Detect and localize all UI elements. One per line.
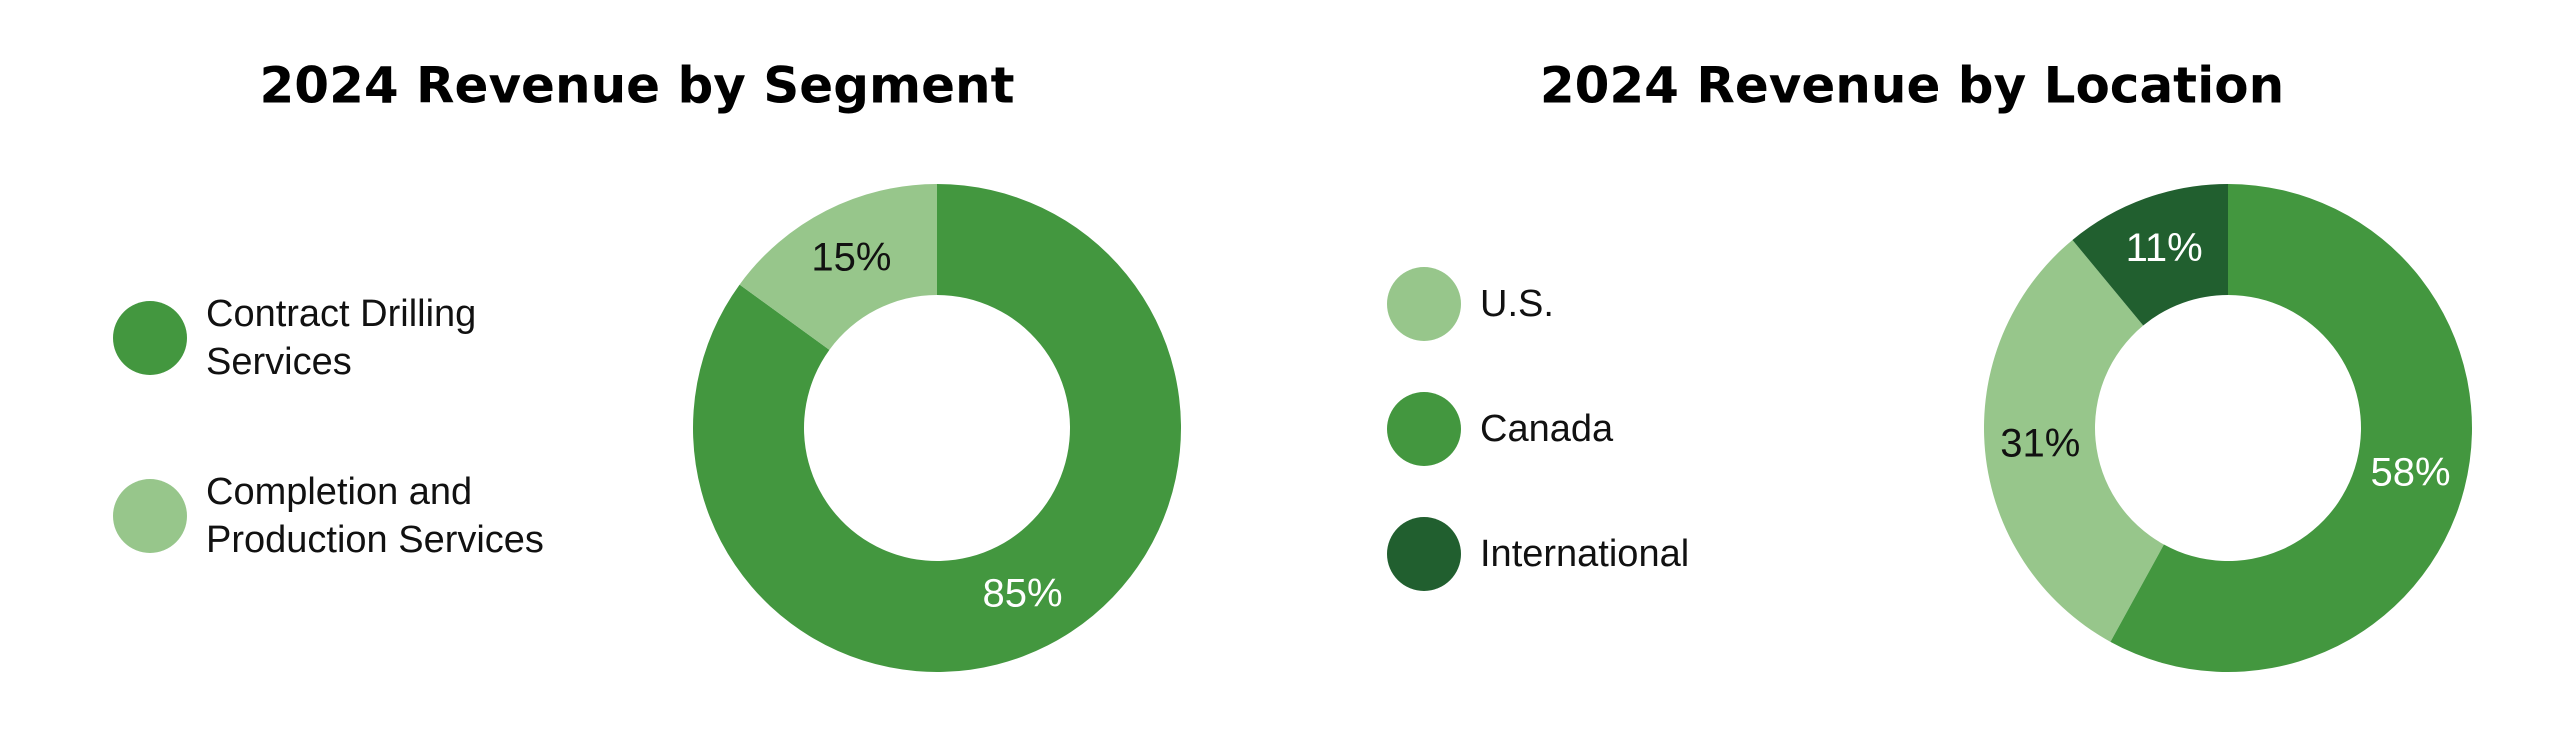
slice-label: 31%	[2000, 421, 2080, 465]
slice-label: 15%	[811, 236, 891, 280]
donut-slice	[2110, 184, 2472, 672]
legend-label: Contract Drilling Services	[206, 293, 477, 383]
legend-swatch	[1387, 392, 1461, 466]
legend-swatch	[1387, 267, 1461, 341]
legend: Contract Drilling Services Completion and…	[113, 290, 626, 564]
legend: U.S. Canada International	[1387, 267, 1900, 591]
legend-item: Completion and Production Services	[113, 468, 626, 564]
donut-slice	[2072, 184, 2228, 326]
legend-label: Canada	[1480, 408, 1614, 450]
slice-label: 11%	[2126, 226, 2203, 270]
donut-slice	[692, 184, 1181, 672]
legend-swatch	[1387, 517, 1461, 591]
legend-label: Completion and Production Services	[206, 471, 544, 561]
legend-swatch	[113, 479, 187, 553]
legend-label: U.S.	[1480, 283, 1554, 325]
legend-label: International	[1480, 533, 1690, 575]
legend-item: Contract Drilling Services	[113, 290, 626, 386]
legend-item: International	[1387, 517, 1900, 591]
chart-title: 2024 Revenue by Segment	[259, 57, 1014, 115]
legend-item: Canada	[1387, 392, 1900, 466]
chart-title: 2024 Revenue by Location	[1540, 57, 2284, 115]
donut-slice	[739, 184, 937, 350]
legend-item: U.S.	[1387, 267, 1900, 341]
slice-label: 85%	[983, 572, 1063, 616]
legend-swatch	[113, 301, 187, 375]
slice-label: 58%	[2371, 450, 2451, 494]
donut-slice	[1983, 239, 2164, 642]
